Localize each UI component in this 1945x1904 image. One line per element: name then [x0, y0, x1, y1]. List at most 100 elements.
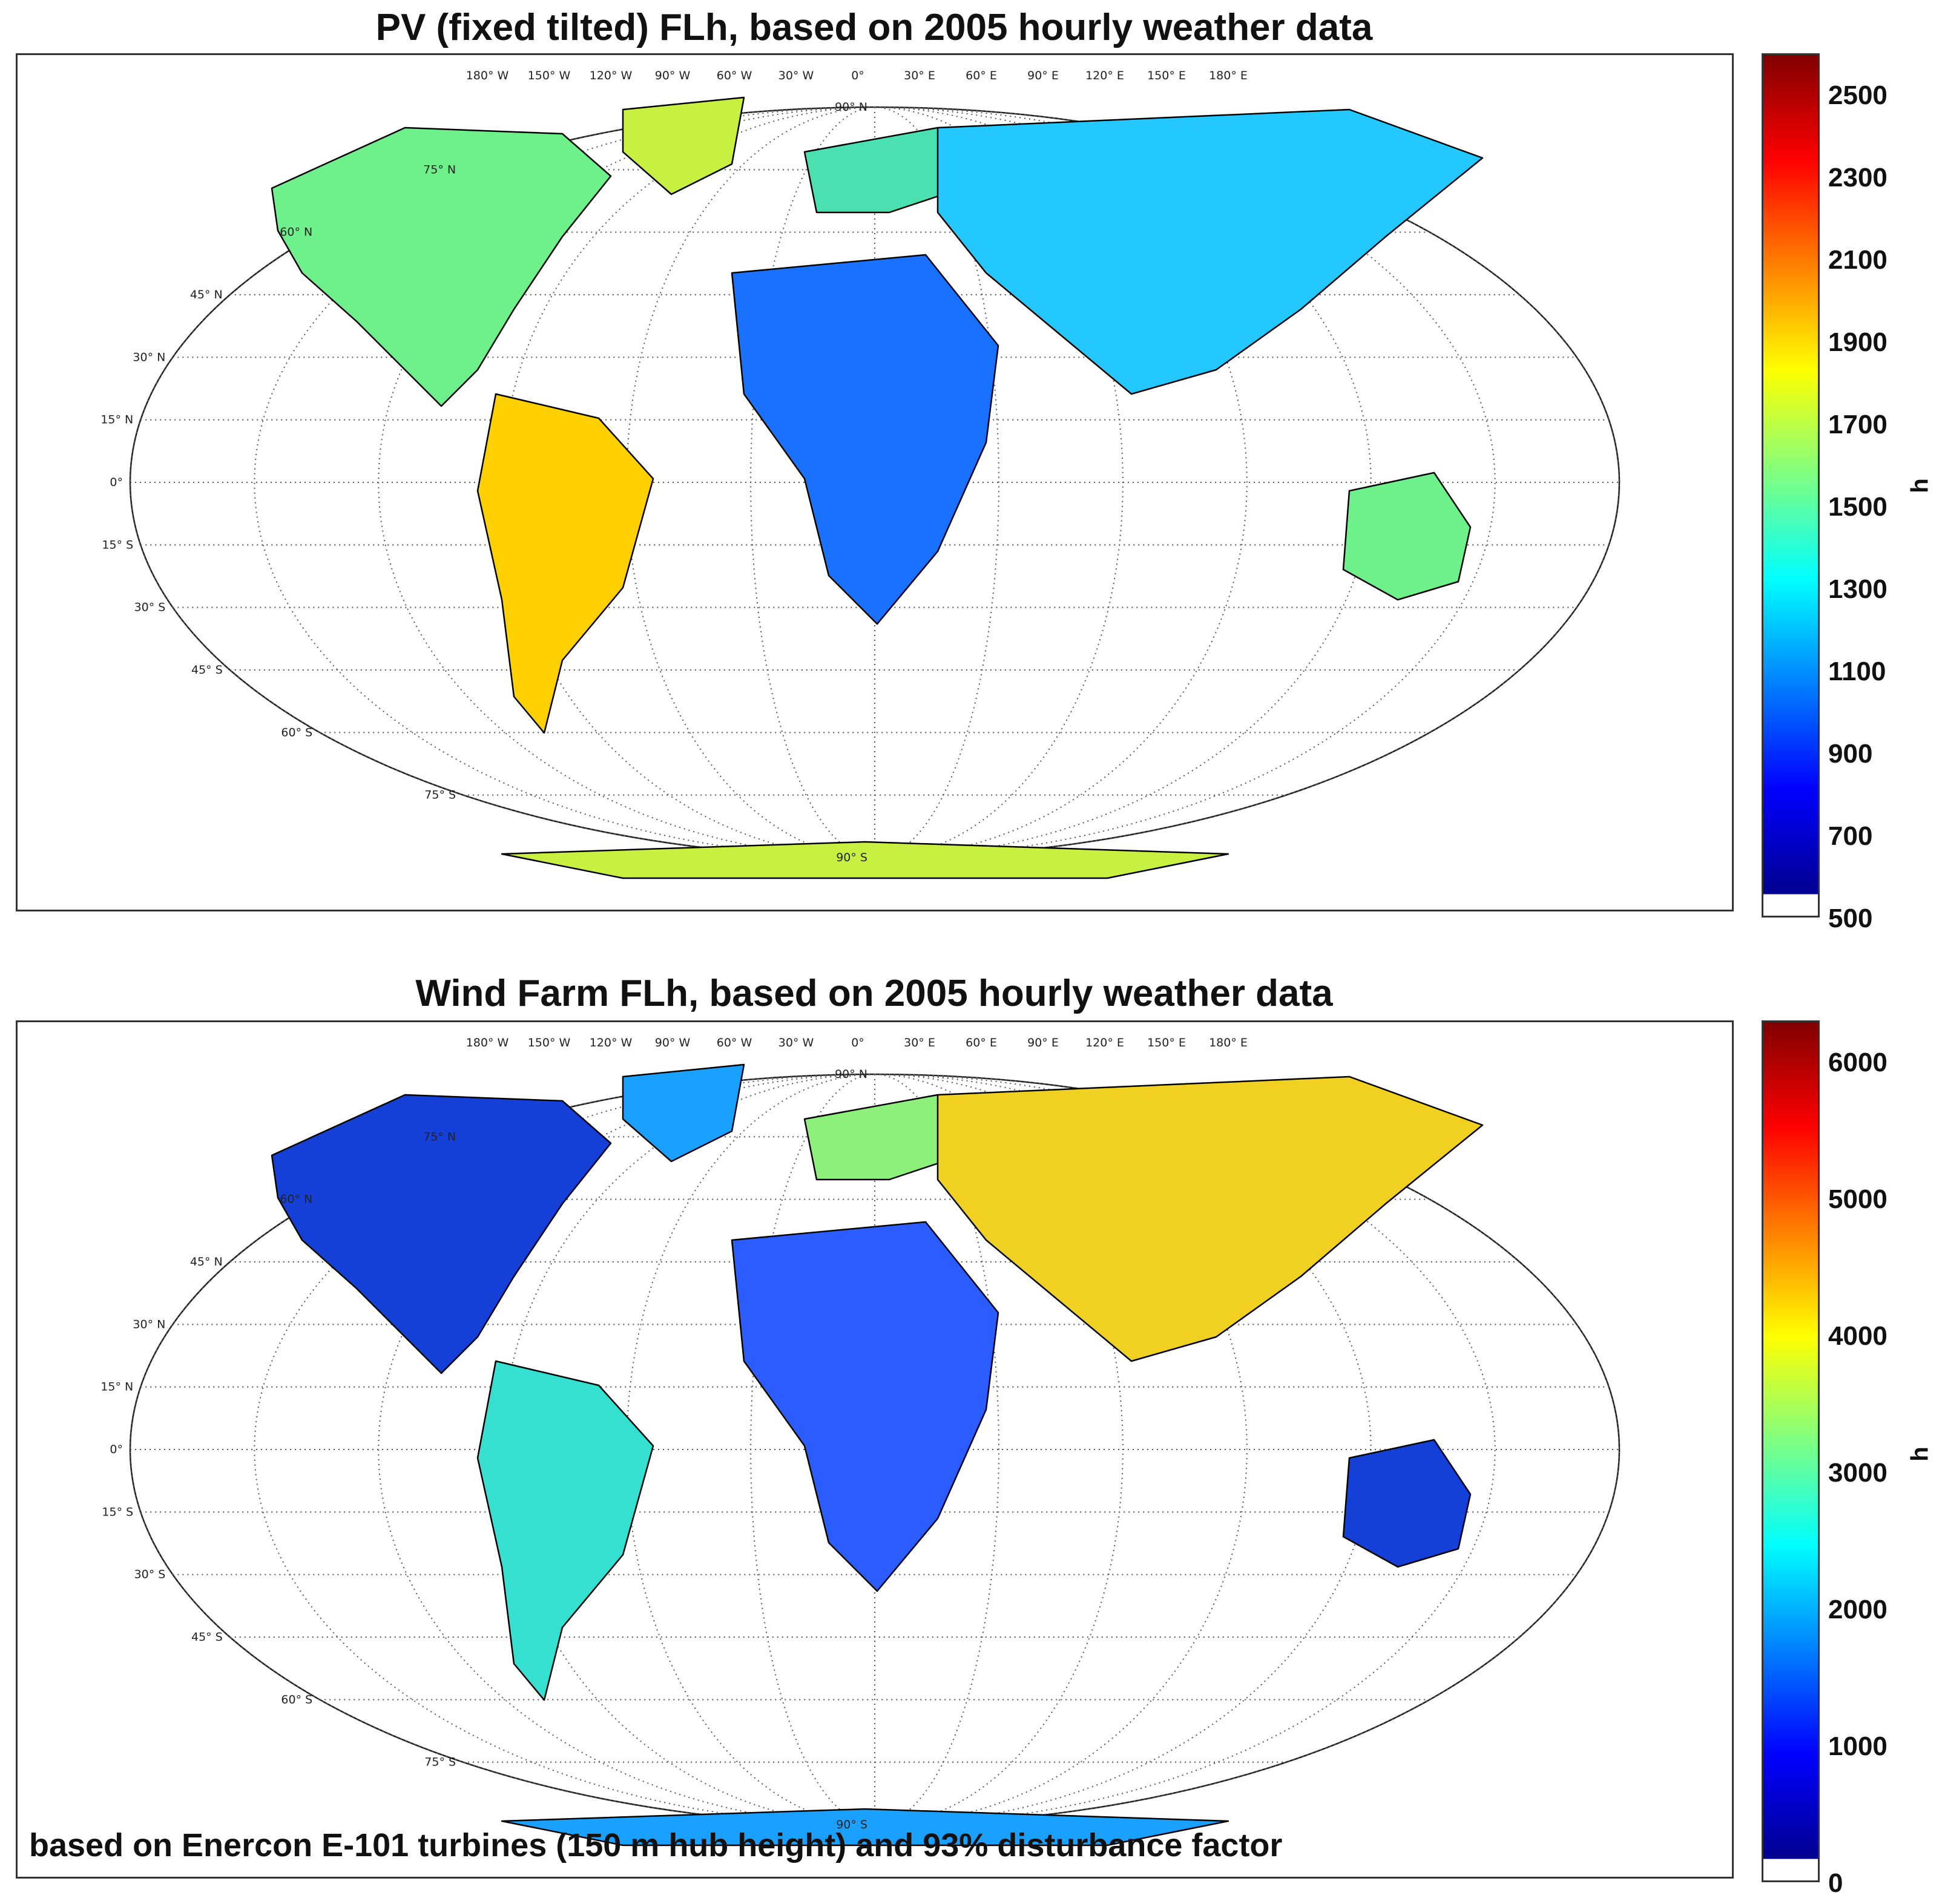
pv-colorbar-unit: h [1906, 478, 1933, 493]
latitude-label: 90° N [835, 1068, 867, 1081]
latitude-label: 90° S [836, 851, 867, 864]
latitude-label: 30° N [133, 1318, 165, 1331]
latitude-label: 15° S [102, 538, 133, 551]
wind-map-title: Wind Farm FLh, based on 2005 hourly weat… [415, 973, 1333, 1014]
pv-colorbar-tick: 2100 [1828, 245, 1887, 275]
wind-colorbar [1762, 1020, 1820, 1882]
longitude-label: 120° E [1085, 69, 1124, 82]
latitude-label: 60° N [280, 226, 312, 239]
latitude-label: 75° N [423, 163, 456, 176]
meridian-line [874, 1074, 1248, 1825]
north-america-landmass [271, 1094, 612, 1374]
latitude-label: 75° S [424, 789, 456, 802]
europe-landmass [803, 126, 963, 214]
latitude-label: 45° N [190, 288, 223, 301]
longitude-label: 30° E [904, 69, 935, 82]
latitude-label: 15° N [100, 1380, 133, 1394]
meridian-line [874, 1074, 1124, 1825]
longitude-label: 90° E [1027, 1036, 1059, 1049]
europe-landmass [803, 1094, 963, 1181]
longitude-label: 90° W [655, 69, 691, 82]
wind-colorbar-tick: 2000 [1828, 1595, 1887, 1624]
pv-map-frame: 180° W 150° W 120° W 90° W 60° W 30° W 0° 30° E… [16, 53, 1734, 911]
longitude-label: 120° W [590, 69, 633, 82]
latitude-label: 45° S [191, 1630, 223, 1644]
pv-colorbar-tick: 2500 [1828, 80, 1887, 110]
latitude-label: 30° S [134, 601, 166, 614]
meridian-line [378, 107, 875, 858]
antarctica-landmass [501, 1808, 1229, 1847]
pv-colorbar-tick: 1700 [1828, 410, 1887, 439]
longitude-label: 180° E [1209, 69, 1248, 82]
longitude-label: 150° E [1147, 69, 1186, 82]
north-america-landmass [271, 126, 612, 407]
longitude-label: 180° W [466, 69, 509, 82]
meridian-line [874, 107, 999, 858]
longitude-label: 150° W [528, 1036, 571, 1049]
longitude-label: 60° E [966, 69, 997, 82]
longitude-label: 180° E [1209, 1036, 1248, 1049]
latitude-label: 15° N [100, 413, 133, 427]
meridian-line [874, 1074, 1372, 1825]
longitude-label: 0° [851, 1036, 864, 1049]
africa-landmass [731, 254, 999, 625]
latitude-label: 90° S [836, 1818, 867, 1831]
asia-landmass [936, 1075, 1484, 1362]
greenland-landmass [622, 96, 745, 195]
wind-colorbar-tick: 1000 [1828, 1732, 1887, 1761]
latitude-label: 75° S [424, 1756, 456, 1769]
latitude-label: 60° S [281, 1693, 312, 1706]
south-america-landmass [476, 393, 654, 734]
wind-map-note: based on Enercon E-101 turbines (150 m h… [29, 1827, 1283, 1863]
wind-colorbar-tick: 4000 [1828, 1321, 1887, 1351]
longitude-label: 90° E [1027, 69, 1059, 82]
longitude-label: 60° E [966, 1036, 997, 1049]
longitude-label: 90° W [655, 1036, 691, 1049]
meridian-line [874, 107, 1124, 858]
wind-colorbar-tick: 6000 [1828, 1048, 1887, 1077]
wind-colorbar-tick: 0 [1828, 1868, 1843, 1898]
pv-colorbar-tick: 1300 [1828, 574, 1887, 604]
latitude-label: 60° N [280, 1193, 312, 1206]
latitude-label: 30° N [133, 350, 165, 364]
pv-colorbar-tick: 1900 [1828, 327, 1887, 357]
pv-colorbar-tick: 2300 [1828, 163, 1887, 192]
latitude-label: 30° S [134, 1568, 166, 1581]
longitude-label: 150° E [1147, 1036, 1186, 1049]
latitude-label: 45° S [191, 663, 223, 677]
longitude-label: 30° W [778, 69, 814, 82]
longitude-label: 0° [851, 69, 864, 82]
pv-colorbar [1762, 53, 1820, 918]
latitude-label: 60° S [281, 726, 312, 739]
meridian-line [874, 107, 1372, 858]
longitude-label: 120° W [590, 1036, 633, 1049]
meridian-line [874, 107, 1248, 858]
meridian-line [874, 1074, 999, 1825]
pv-colorbar-tick: 1100 [1828, 657, 1886, 686]
meridian-line [378, 1074, 875, 1825]
south-america-landmass [476, 1360, 654, 1701]
latitude-label: 90° N [835, 100, 867, 114]
wind-colorbar-unit: h [1906, 1446, 1933, 1462]
wind-map-frame: 180° W 150° W 120° W 90° W 60° W 30° W 0° 30° E… [16, 1020, 1734, 1879]
greenland-landmass [622, 1063, 745, 1163]
meridian-line [750, 107, 875, 858]
pv-world-map: 180° W 150° W 120° W 90° W 60° W 30° W 0° 30° E… [100, 69, 1621, 879]
longitude-label: 60° W [717, 69, 752, 82]
latitude-label: 0° [110, 476, 123, 489]
wind-colorbar-tick: 3000 [1828, 1458, 1887, 1488]
longitude-label: 30° E [904, 1036, 935, 1049]
wind-colorbar-tick: 5000 [1828, 1184, 1887, 1214]
wind-world-map: 180° W 150° W 120° W 90° W 60° W 30° W 0° 30° E… [100, 1036, 1621, 1847]
pv-map-title: PV (fixed tilted) FLh, based on 2005 hou… [375, 7, 1373, 48]
latitude-label: 75° N [423, 1130, 456, 1143]
asia-landmass [936, 108, 1484, 395]
africa-landmass [731, 1221, 999, 1592]
latitude-label: 0° [110, 1443, 123, 1456]
pv-colorbar-tick: 500 [1828, 904, 1873, 933]
antarctica-landmass [501, 841, 1229, 879]
pv-colorbar-tick: 1500 [1828, 492, 1887, 522]
latitude-label: 15° S [102, 1505, 133, 1518]
longitude-label: 180° W [466, 1036, 509, 1049]
longitude-label: 60° W [717, 1036, 752, 1049]
